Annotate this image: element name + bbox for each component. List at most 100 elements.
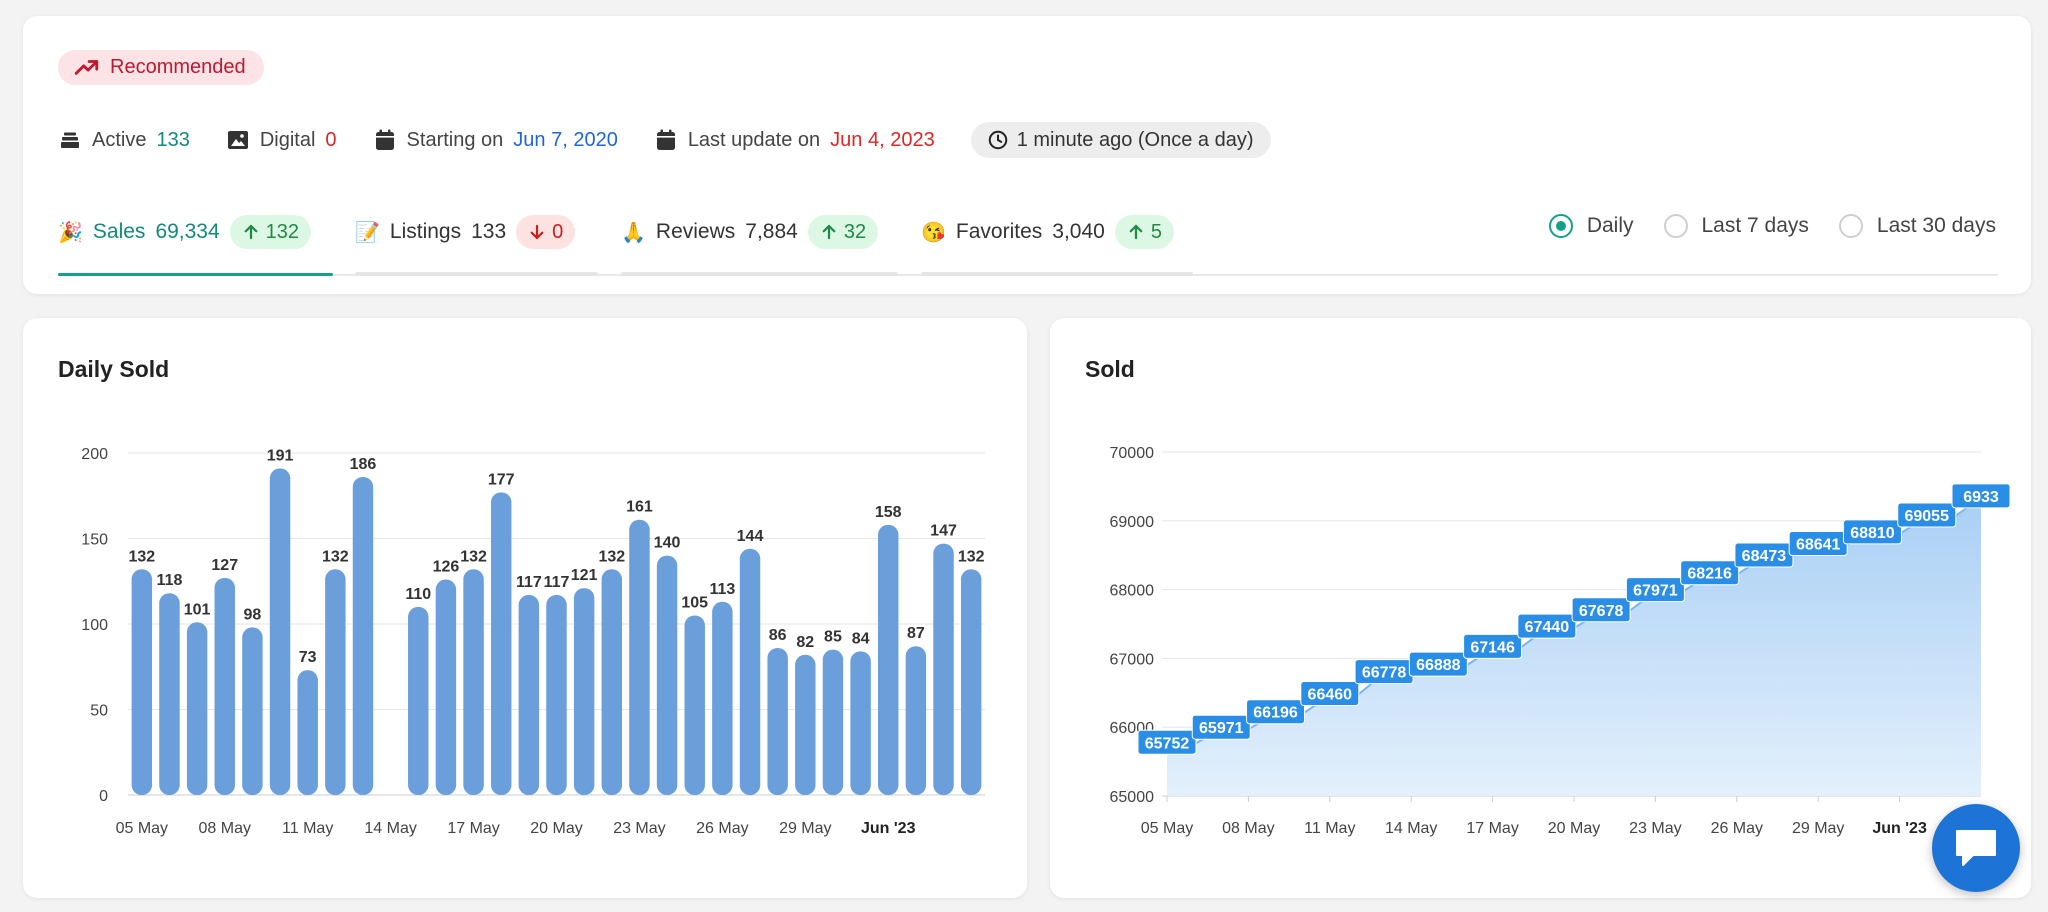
point-value-label: 69055 <box>1904 508 1949 525</box>
point-value-label: 68216 <box>1687 566 1732 583</box>
x-tick-label: 05 May <box>1141 820 1193 837</box>
refresh-label: 1 minute ago (Once a day) <box>1016 128 1254 151</box>
party-popper-icon: 🎉 <box>58 221 83 244</box>
bar <box>269 468 291 795</box>
kiss-face-icon: 😘 <box>921 221 946 244</box>
shop-meta-row: Active 133 Digital 0 Starting on Jun 7, … <box>58 120 1272 160</box>
bar-value-label: 147 <box>930 523 957 540</box>
bar-value-label: 86 <box>769 627 787 644</box>
bar <box>242 627 263 795</box>
delta-badge: 132 <box>229 215 312 249</box>
point-value-label: 65971 <box>1199 720 1244 737</box>
chat-button[interactable] <box>1932 804 2020 892</box>
delta-badge: 0 <box>516 215 576 249</box>
radio-dot[interactable] <box>1663 214 1688 238</box>
point-label-box <box>1625 577 1685 603</box>
point-value-label: 66196 <box>1253 705 1298 722</box>
time-range-selector: Daily Last 7 days Last 30 days <box>1519 214 1996 238</box>
bar-value-label: 132 <box>598 548 625 565</box>
recommended-label: Recommended <box>110 56 246 78</box>
bar <box>573 588 595 795</box>
x-tick-label: 08 May <box>1222 820 1274 837</box>
digital-listings: Digital 0 <box>226 128 337 152</box>
y-tick-label: 69000 <box>1110 514 1155 531</box>
x-tick-label: 20 May <box>530 820 582 837</box>
bar <box>435 579 457 795</box>
active-label: Active <box>92 128 147 151</box>
range-daily-option[interactable]: Daily <box>1548 214 1634 238</box>
bar-value-label: 127 <box>211 557 238 574</box>
point-value-label: 68641 <box>1796 536 1841 553</box>
recommended-badge: Recommended <box>58 50 264 85</box>
bar-value-label: 126 <box>433 559 460 576</box>
point-value-label: 68473 <box>1742 548 1787 565</box>
bar-value-label: 84 <box>852 630 870 647</box>
x-tick-label: 26 May <box>1711 820 1763 837</box>
range-7-days-option[interactable]: Last 7 days <box>1663 214 1809 238</box>
starting-label: Starting on <box>406 128 504 151</box>
bar <box>463 569 484 795</box>
x-tick-label: 05 May <box>116 820 168 837</box>
point-value-label: 67440 <box>1525 619 1570 636</box>
clock-icon <box>988 130 1007 150</box>
bar <box>822 649 844 795</box>
tab-label: Reviews <box>655 220 736 243</box>
delta-value: 0 <box>552 220 564 243</box>
tab-sales[interactable]: 🎉 Sales 69,334 132 <box>58 196 333 276</box>
bar-value-label: 98 <box>244 606 262 623</box>
bar <box>214 577 235 795</box>
delta-badge: 5 <box>1114 215 1174 249</box>
x-tick-label: 29 May <box>779 820 831 837</box>
tab-reviews[interactable]: 🙏 Reviews 7,884 32 <box>621 196 898 276</box>
bar <box>601 569 623 795</box>
bar <box>629 519 650 795</box>
y-tick-label: 67000 <box>1110 651 1155 668</box>
digital-label: Digital <box>259 128 316 151</box>
delta-badge: 32 <box>807 215 879 249</box>
x-tick-label: 08 May <box>199 820 251 837</box>
bar <box>933 543 954 795</box>
update-label: Last update on <box>687 128 821 151</box>
x-tick-label: 17 May <box>447 820 499 837</box>
bar <box>131 569 153 795</box>
point-value-label: 68810 <box>1850 525 1895 542</box>
point-label-box <box>1517 613 1577 639</box>
starting-value: Jun 7, 2020 <box>513 128 618 151</box>
bar <box>518 594 540 795</box>
tab-value: 7,884 <box>745 220 798 243</box>
bar <box>546 594 567 795</box>
bar <box>490 492 512 795</box>
point-label-box <box>1951 483 2011 509</box>
bar <box>408 606 429 795</box>
bar <box>850 651 871 795</box>
point-label-box <box>1463 633 1523 659</box>
x-tick-label: Jun '23 <box>861 820 916 837</box>
bar <box>186 622 208 795</box>
point-value-label: 66888 <box>1416 657 1461 674</box>
point-label-box <box>1137 729 1197 755</box>
point-value-label: 67678 <box>1579 603 1624 620</box>
tab-label: Sales <box>92 220 146 243</box>
y-tick-label: 200 <box>81 446 108 463</box>
tab-value: 69,334 <box>155 220 220 243</box>
point-value-label: 67146 <box>1470 639 1515 656</box>
tab-listings[interactable]: 📝 Listings 133 0 <box>355 196 598 276</box>
arrow-up-icon <box>822 224 836 240</box>
bar-value-label: 132 <box>128 548 155 565</box>
arrow-up-icon <box>244 224 258 240</box>
bar <box>795 654 816 795</box>
range-30-days-option[interactable]: Last 30 days <box>1838 214 1996 238</box>
x-tick-label: 17 May <box>1466 820 1518 837</box>
x-tick-label: 11 May <box>1304 820 1355 837</box>
radio-dot[interactable] <box>1838 214 1863 238</box>
radio-dot[interactable] <box>1548 214 1573 238</box>
bar <box>159 593 180 795</box>
sold-card: Sold 65000 66000 67000 68000 69000 70000 65752… <box>1050 318 2031 898</box>
x-tick-label: 11 May <box>282 820 333 837</box>
point-value-label: 66778 <box>1362 665 1407 682</box>
bar-value-label: 132 <box>322 548 349 565</box>
tab-underline <box>621 272 898 276</box>
x-tick-label: 20 May <box>1548 820 1600 837</box>
tab-favorites[interactable]: 😘 Favorites 3,040 5 <box>921 196 1193 276</box>
bar <box>739 548 761 795</box>
